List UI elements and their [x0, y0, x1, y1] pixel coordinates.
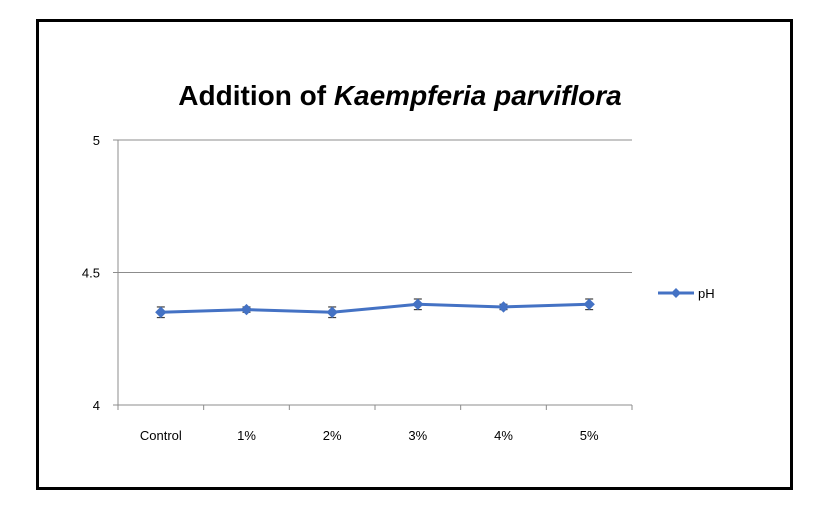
y-tick-label: 4	[93, 398, 100, 413]
y-tick-label: 5	[93, 133, 100, 148]
x-tick-label: 4%	[494, 428, 513, 443]
data-point	[240, 303, 253, 316]
legend-label: pH	[698, 286, 715, 301]
data-point	[583, 298, 595, 311]
x-tick-label: 1%	[237, 428, 256, 443]
x-tick-label: 2%	[323, 428, 342, 443]
chart-frame	[36, 19, 793, 490]
data-point	[497, 301, 510, 313]
x-tick-label: 3%	[408, 428, 427, 443]
data-point	[155, 306, 167, 318]
data-point	[326, 306, 338, 318]
legend-marker	[671, 288, 681, 298]
chart-title: Addition of Kaempferia parviflora	[178, 80, 622, 111]
x-tick-label: Control	[140, 428, 182, 443]
data-point	[412, 298, 424, 311]
x-tick-label: 5%	[580, 428, 599, 443]
series-line-pH	[160, 302, 590, 314]
y-tick-label: 4.5	[82, 266, 100, 281]
